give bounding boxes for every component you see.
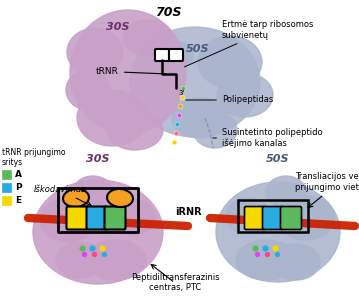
- Text: Peptidiltransferazinis
centras, PTC: Peptidiltransferazinis centras, PTC: [131, 273, 219, 292]
- Text: P: P: [15, 183, 22, 192]
- Text: 3': 3': [178, 90, 185, 96]
- Ellipse shape: [107, 189, 133, 207]
- Text: 50S: 50S: [266, 154, 290, 164]
- Ellipse shape: [172, 98, 228, 138]
- Bar: [2, 183, 11, 192]
- FancyBboxPatch shape: [155, 49, 169, 61]
- Text: A: A: [15, 170, 22, 179]
- Ellipse shape: [266, 176, 306, 208]
- Ellipse shape: [70, 10, 186, 134]
- Ellipse shape: [130, 27, 260, 137]
- Ellipse shape: [217, 73, 273, 117]
- Ellipse shape: [63, 189, 89, 207]
- Text: tRNR: tRNR: [96, 67, 165, 76]
- Ellipse shape: [226, 198, 270, 234]
- Text: 30S: 30S: [106, 22, 130, 32]
- Ellipse shape: [107, 110, 163, 150]
- Ellipse shape: [236, 240, 296, 280]
- Bar: [2, 170, 11, 179]
- Ellipse shape: [157, 41, 193, 69]
- FancyBboxPatch shape: [169, 49, 183, 61]
- Text: 50S: 50S: [186, 44, 210, 54]
- Ellipse shape: [77, 90, 147, 146]
- Ellipse shape: [216, 182, 340, 282]
- Text: tRNR prijungimo
sritys: tRNR prijungimo sritys: [2, 148, 65, 167]
- FancyBboxPatch shape: [66, 207, 88, 230]
- Text: iRNR: iRNR: [175, 207, 202, 217]
- Text: Ertmė tarp ribosomos
subvienetų: Ertmė tarp ribosomos subvienetų: [185, 20, 313, 67]
- FancyBboxPatch shape: [244, 207, 266, 230]
- Ellipse shape: [86, 240, 146, 280]
- Text: Iškodavimas: Iškodavimas: [34, 185, 92, 206]
- Ellipse shape: [272, 244, 320, 280]
- Bar: [2, 196, 11, 205]
- Ellipse shape: [40, 198, 96, 242]
- Text: E: E: [15, 196, 21, 205]
- Text: 70S: 70S: [155, 6, 181, 19]
- Ellipse shape: [33, 180, 163, 284]
- Ellipse shape: [123, 20, 173, 56]
- FancyBboxPatch shape: [87, 207, 107, 230]
- Ellipse shape: [73, 176, 113, 208]
- FancyBboxPatch shape: [104, 207, 126, 230]
- Text: Polipeptidas: Polipeptidas: [186, 95, 273, 104]
- Text: Transliacijos veiksnių
prijungimo vieta: Transliacijos veiksnių prijungimo vieta: [295, 172, 359, 207]
- Ellipse shape: [67, 28, 123, 76]
- Ellipse shape: [56, 242, 104, 278]
- Ellipse shape: [111, 199, 155, 235]
- FancyBboxPatch shape: [262, 207, 284, 230]
- Ellipse shape: [198, 36, 262, 88]
- Text: Susintetinto polipeptido
išėjimo kanalas: Susintetinto polipeptido išėjimo kanalas: [213, 128, 323, 148]
- Ellipse shape: [278, 196, 334, 240]
- Text: 30S: 30S: [86, 154, 110, 164]
- Ellipse shape: [193, 112, 237, 148]
- Ellipse shape: [66, 70, 110, 110]
- FancyBboxPatch shape: [280, 207, 302, 230]
